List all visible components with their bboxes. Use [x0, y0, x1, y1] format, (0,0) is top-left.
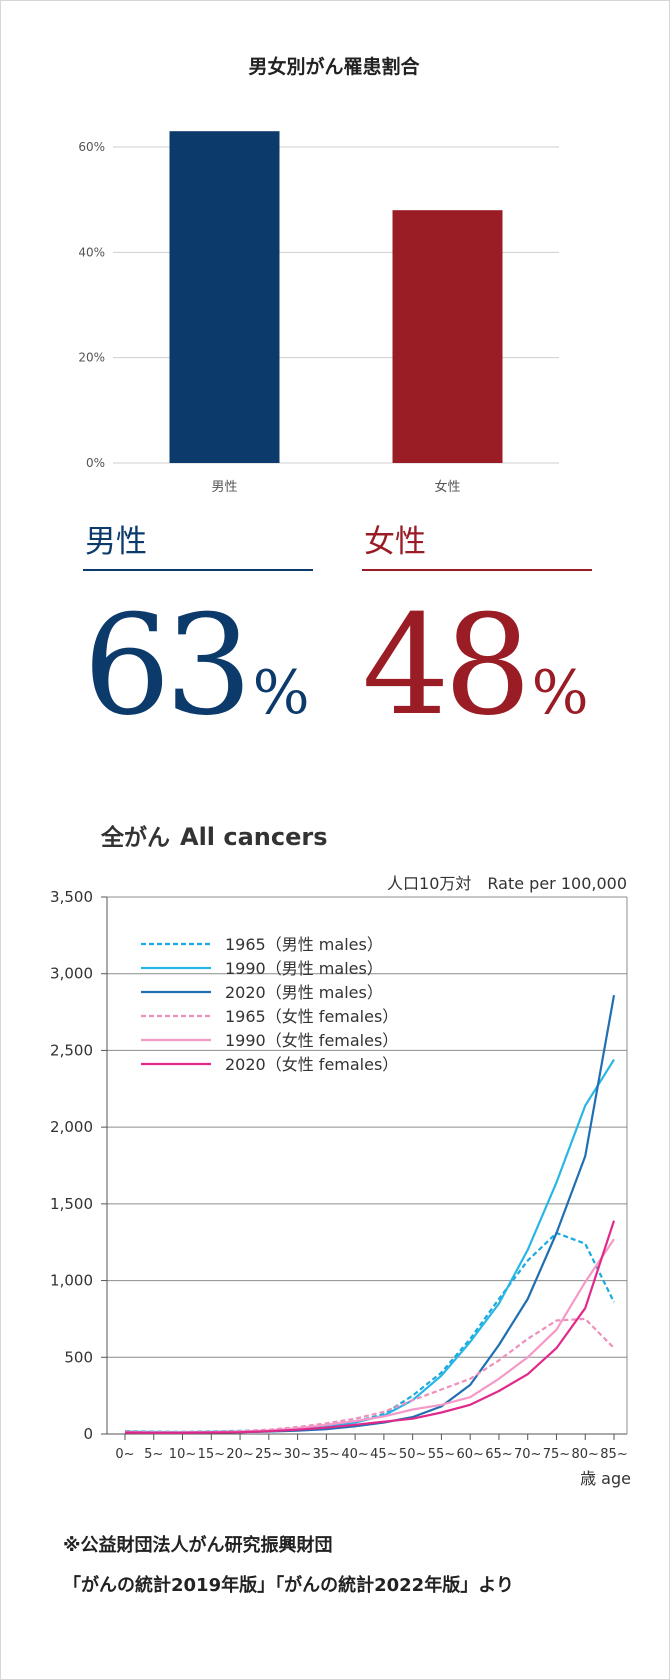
line-chart-legend: 1965（男性 males） 1990（男性 males） 2020（男性 male… — [141, 935, 398, 1074]
male-stat: 男性 63% — [83, 516, 313, 735]
legend-label: 1990（女性 females） — [225, 1031, 398, 1050]
line-x-tick-label: 80~ — [572, 1447, 599, 1462]
line-chart-title: 全がん All cancers — [100, 823, 328, 851]
line-chart-series — [124, 995, 616, 1434]
male-stat-label: 男性 — [83, 516, 313, 571]
bar-y-tick-label: 0% — [86, 456, 105, 470]
line-x-tick-label: 25~ — [255, 1447, 282, 1462]
line-y-tick-label: 3,500 — [50, 888, 93, 906]
female-stat: 女性 48% — [362, 516, 592, 735]
line-x-tick-label: 10~ — [169, 1447, 196, 1462]
legend-label: 1965（女性 females） — [225, 1007, 398, 1026]
legend-label: 2020（男性 males） — [225, 983, 383, 1002]
line-x-tick-label: 70~ — [514, 1447, 541, 1462]
bar-chart-y-axis: 0% 20% 40% 60% — [78, 140, 105, 470]
line-x-tick-label: 0~ — [115, 1447, 134, 1462]
line-x-tick-label: 15~ — [198, 1447, 225, 1462]
bar-male — [169, 131, 280, 463]
line-y-tick-label: 1,500 — [50, 1195, 93, 1213]
line-y-tick-label: 3,000 — [50, 965, 93, 983]
male-stat-number: 63 — [83, 585, 253, 746]
bar-chart-x-axis: 男性 女性 — [211, 479, 460, 495]
line-y-tick-label: 500 — [64, 1348, 93, 1366]
line-x-tick-label: 35~ — [313, 1447, 340, 1462]
line-chart: 全がん All cancers 人口10万対 Rate per 100,000 0… — [50, 823, 631, 1488]
line-x-tick-label: 45~ — [370, 1447, 397, 1462]
line-x-tick-label: 5~ — [144, 1447, 163, 1462]
bar-chart-title: 男女別がん罹患割合 — [248, 55, 420, 78]
line-x-tick-label: 75~ — [543, 1447, 570, 1462]
line-x-tick-label: 50~ — [399, 1447, 426, 1462]
line-y-tick-label: 2,000 — [50, 1118, 93, 1136]
bar-chart-bars — [169, 131, 503, 463]
line-x-tick-label: 65~ — [485, 1447, 512, 1462]
bar-female — [392, 210, 503, 463]
line-chart-grid — [101, 896, 628, 1435]
bar-y-tick-label: 60% — [78, 140, 105, 154]
line-x-tick-label: 20~ — [226, 1447, 253, 1462]
bar-category-label: 女性 — [434, 479, 460, 495]
male-stat-unit: % — [252, 658, 310, 728]
female-stat-label: 女性 — [362, 516, 592, 571]
series-line — [124, 1231, 615, 1434]
legend-label: 1990（男性 males） — [225, 959, 383, 978]
female-stat-unit: % — [531, 658, 589, 728]
source-line-2: 「がんの統計2019年版」「がんの統計2022年版」より — [63, 1575, 514, 1596]
line-chart-y-axis: 0 500 1,000 1,500 2,000 2,500 3,000 3,500 — [50, 888, 93, 1443]
line-chart-title-en: All cancers — [180, 823, 328, 851]
line-chart-y-unit: 人口10万対 Rate per 100,000 — [387, 874, 627, 893]
line-x-tick-label: 85~ — [600, 1447, 627, 1462]
line-chart-title-jp: 全がん — [100, 824, 170, 851]
line-chart-x-unit: 歳 age — [580, 1469, 631, 1488]
bar-y-tick-label: 20% — [78, 351, 105, 365]
line-x-tick-label: 60~ — [456, 1447, 483, 1462]
male-stat-value: 63% — [83, 597, 313, 735]
series-line — [124, 1059, 615, 1434]
legend-label: 1965（男性 males） — [225, 935, 383, 954]
series-line — [124, 1317, 615, 1434]
bar-y-tick-label: 40% — [78, 245, 105, 259]
line-x-tick-label: 30~ — [284, 1447, 311, 1462]
line-x-tick-label: 55~ — [428, 1447, 455, 1462]
bar-category-label: 男性 — [211, 480, 237, 495]
line-y-tick-label: 2,500 — [50, 1041, 93, 1059]
female-stat-value: 48% — [362, 597, 592, 735]
series-line — [124, 1220, 616, 1434]
source-line-1: ※公益財団法人がん研究振興財団 — [63, 1535, 333, 1556]
line-y-tick-label: 1,000 — [50, 1272, 93, 1290]
line-y-tick-label: 0 — [83, 1425, 93, 1443]
line-chart-x-axis: 0~ 5~ 10~ 15~ 20~ 25~ 30~ 35~ 40~ 45~ 50~ 55~ 60~ 65~… — [115, 1434, 628, 1462]
female-stat-number: 48 — [362, 585, 532, 746]
line-x-tick-label: 40~ — [341, 1447, 368, 1462]
legend-label: 2020（女性 females） — [225, 1055, 398, 1074]
bar-chart: 男女別がん罹患割合 0% 20% 40% 60% 男性 女性 — [78, 55, 559, 495]
